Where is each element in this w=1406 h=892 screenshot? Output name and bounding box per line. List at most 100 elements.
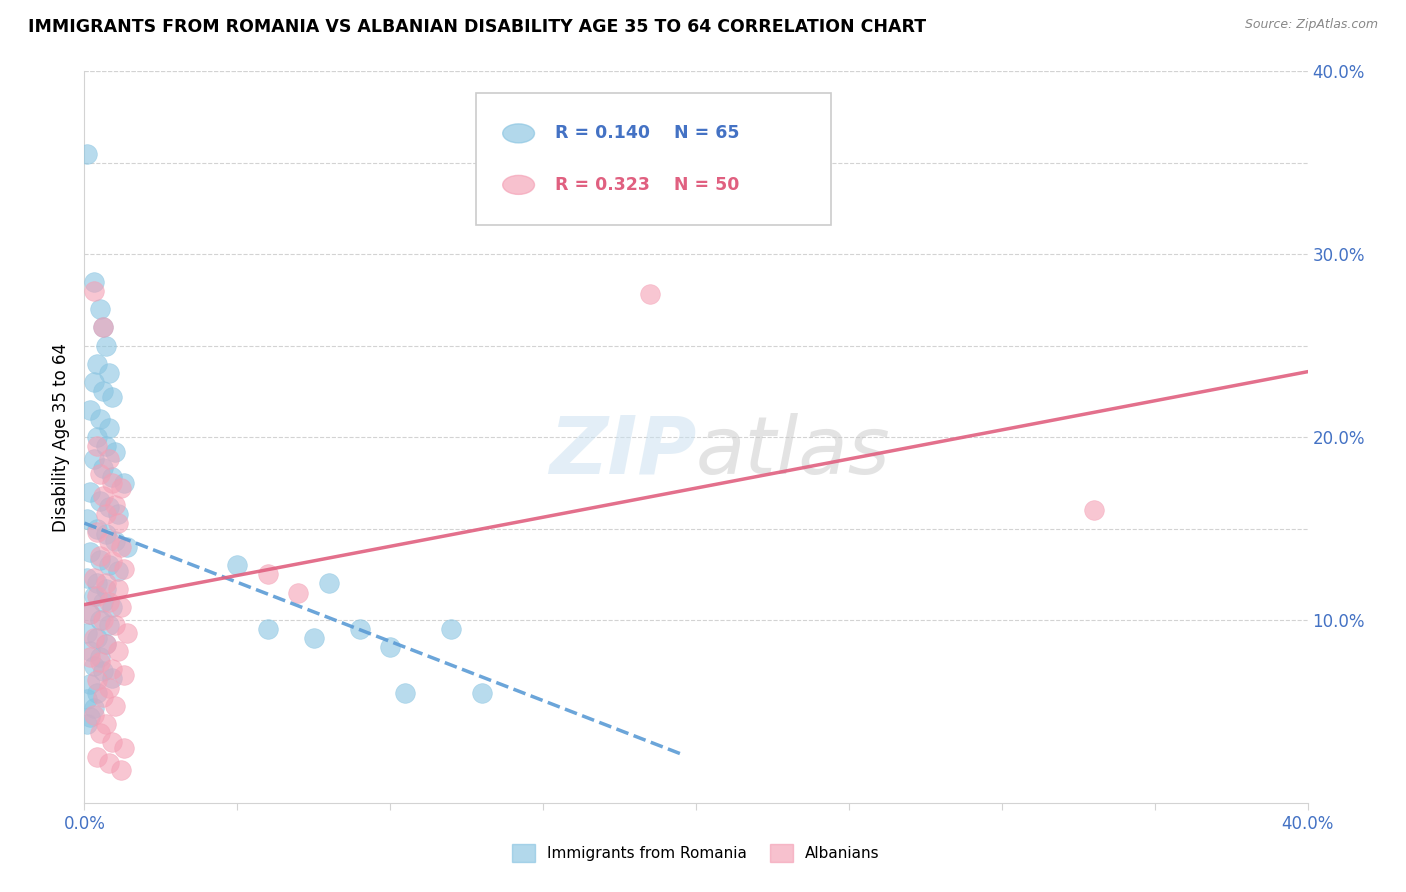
Point <box>107 507 129 521</box>
Point <box>349 622 371 636</box>
Point <box>94 576 117 591</box>
Text: atlas: atlas <box>696 413 891 491</box>
Point <box>110 763 132 777</box>
Point <box>440 622 463 636</box>
Text: R = 0.323    N = 50: R = 0.323 N = 50 <box>555 176 740 194</box>
Point <box>97 618 120 632</box>
Point <box>86 357 108 371</box>
Point <box>83 452 105 467</box>
Point <box>97 681 120 695</box>
Point <box>86 576 108 591</box>
Point <box>226 558 249 573</box>
Point <box>257 567 280 582</box>
Point <box>115 540 138 554</box>
Point <box>89 655 111 669</box>
Point <box>83 700 105 714</box>
Point <box>101 390 124 404</box>
Point <box>110 600 132 615</box>
Point <box>79 545 101 559</box>
Point <box>112 562 135 576</box>
Text: IMMIGRANTS FROM ROMANIA VS ALBANIAN DISABILITY AGE 35 TO 64 CORRELATION CHART: IMMIGRANTS FROM ROMANIA VS ALBANIAN DISA… <box>28 18 927 36</box>
Point <box>110 481 132 495</box>
Point <box>94 717 117 731</box>
Point <box>101 475 124 490</box>
Point <box>79 649 101 664</box>
Point <box>89 613 111 627</box>
Point <box>76 146 98 161</box>
Point <box>89 494 111 508</box>
Point <box>104 498 127 512</box>
Point <box>107 516 129 530</box>
Point <box>104 698 127 713</box>
Point <box>79 710 101 724</box>
Point <box>91 320 114 334</box>
Point <box>86 750 108 764</box>
Point <box>86 632 108 646</box>
Point <box>89 549 111 563</box>
Point <box>79 607 101 622</box>
Point <box>83 375 105 389</box>
Point <box>380 640 402 655</box>
Point <box>91 690 114 704</box>
Point <box>91 489 114 503</box>
Point <box>86 686 108 700</box>
Point <box>83 284 105 298</box>
Point <box>94 439 117 453</box>
Point <box>257 622 280 636</box>
Point <box>94 637 117 651</box>
Point <box>101 662 124 676</box>
Point <box>76 571 98 585</box>
Text: R = 0.140    N = 65: R = 0.140 N = 65 <box>555 124 740 143</box>
Text: ZIP: ZIP <box>548 413 696 491</box>
Point <box>107 582 129 596</box>
Point <box>89 726 111 740</box>
Point <box>86 673 108 688</box>
Point <box>79 485 101 500</box>
Point <box>94 338 117 352</box>
Point <box>101 600 124 615</box>
Point <box>91 664 114 678</box>
Point <box>79 607 101 622</box>
Point <box>101 470 124 484</box>
Point <box>86 430 108 444</box>
Point <box>86 439 108 453</box>
Point <box>86 521 108 535</box>
Point <box>471 686 494 700</box>
Point <box>104 618 127 632</box>
Point <box>638 287 661 301</box>
Point <box>97 534 120 549</box>
Point <box>1083 503 1105 517</box>
Point <box>79 677 101 691</box>
Point <box>76 512 98 526</box>
Point <box>97 500 120 514</box>
Circle shape <box>503 124 534 143</box>
Point <box>110 540 132 554</box>
Point <box>79 644 101 658</box>
Y-axis label: Disability Age 35 to 64: Disability Age 35 to 64 <box>52 343 70 532</box>
Point <box>394 686 416 700</box>
Text: Source: ZipAtlas.com: Source: ZipAtlas.com <box>1244 18 1378 31</box>
Circle shape <box>503 176 534 194</box>
Point <box>86 589 108 603</box>
Point <box>94 507 117 521</box>
Point <box>94 582 117 596</box>
Point <box>101 672 124 686</box>
Point <box>89 301 111 317</box>
Point <box>287 585 309 599</box>
Point <box>107 564 129 578</box>
Point <box>107 644 129 658</box>
Point <box>89 649 111 664</box>
Point <box>91 384 114 399</box>
Point <box>76 691 98 706</box>
Point <box>89 467 111 481</box>
Point <box>94 527 117 541</box>
Point <box>83 571 105 585</box>
Point <box>97 558 120 573</box>
Point <box>101 554 124 568</box>
Point <box>91 594 114 608</box>
Point <box>79 402 101 417</box>
Point <box>86 525 108 540</box>
Point <box>97 452 120 467</box>
Point <box>97 421 120 435</box>
Point <box>112 667 135 681</box>
